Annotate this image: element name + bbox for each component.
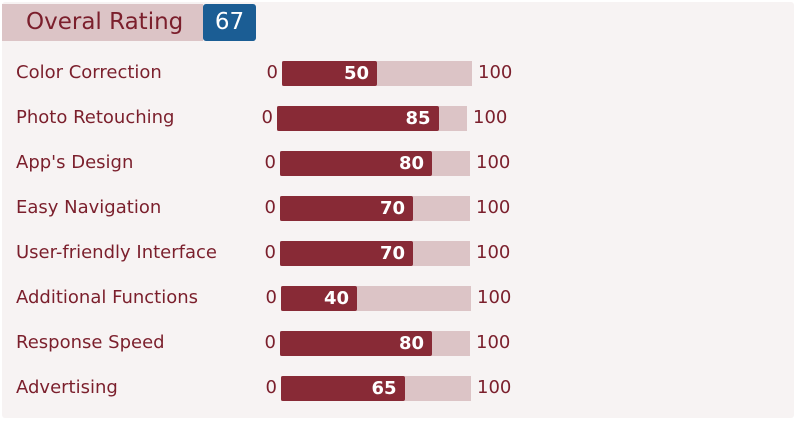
- rating-max: 100: [476, 152, 511, 173]
- rating-bar-fill: 70: [280, 241, 413, 266]
- rating-row-color-correction: Color Correction 0 50 100: [2, 60, 794, 86]
- rating-value: 80: [398, 153, 424, 174]
- rating-row-user-friendly-interface: User-friendly Interface 0 70 100: [2, 240, 794, 266]
- overall-rating-score-badge: 67: [203, 3, 256, 41]
- rating-bar-track: 50: [282, 61, 472, 86]
- rating-row-apps-design: App's Design 0 80 100: [2, 150, 794, 176]
- rating-row-easy-navigation: Easy Navigation 0 70 100: [2, 195, 794, 221]
- rating-min: 0: [265, 287, 277, 308]
- rating-label: Advertising: [16, 377, 118, 398]
- rating-min: 0: [264, 197, 276, 218]
- rating-bar-track: 70: [280, 196, 470, 221]
- rating-value: 70: [379, 198, 405, 219]
- rating-label: Color Correction: [16, 62, 162, 83]
- rating-bar-fill: 40: [281, 286, 357, 311]
- rating-row-advertising: Advertising 0 65 100: [2, 375, 794, 401]
- rating-row-photo-retouching: Photo Retouching 0 85 100: [2, 105, 794, 131]
- rating-value: 80: [398, 333, 424, 354]
- rating-max: 100: [478, 62, 513, 83]
- rating-bar-track: 70: [280, 241, 470, 266]
- overall-rating-title: Overal Rating: [2, 3, 203, 41]
- rating-label: App's Design: [16, 152, 134, 173]
- rating-max: 100: [476, 332, 511, 353]
- rating-row-response-speed: Response Speed 0 80 100: [2, 330, 794, 356]
- rating-min: 0: [261, 107, 273, 128]
- rating-bar-track: 65: [281, 376, 471, 401]
- rating-max: 100: [477, 377, 512, 398]
- rating-min: 0: [264, 332, 276, 353]
- rating-row-additional-functions: Additional Functions 0 40 100: [2, 285, 794, 311]
- rating-max: 100: [473, 107, 508, 128]
- rating-min: 0: [266, 62, 278, 83]
- rating-bar-track: 85: [277, 106, 467, 131]
- rating-label: Easy Navigation: [16, 197, 162, 218]
- overall-rating-header: Overal Rating 67: [2, 2, 256, 42]
- rating-min: 0: [264, 242, 276, 263]
- rating-bar-fill: 85: [277, 106, 439, 131]
- rating-max: 100: [476, 242, 511, 263]
- rating-max: 100: [476, 197, 511, 218]
- rating-max: 100: [477, 287, 512, 308]
- rating-value: 65: [371, 378, 397, 399]
- rating-value: 50: [343, 63, 369, 84]
- rating-label: User-friendly Interface: [16, 242, 217, 263]
- rating-bar-fill: 80: [280, 331, 432, 356]
- rating-bar-fill: 50: [282, 61, 377, 86]
- rating-bar-track: 40: [281, 286, 471, 311]
- rating-bar-track: 80: [280, 331, 470, 356]
- rating-value: 85: [405, 108, 431, 129]
- rating-bar-fill: 70: [280, 196, 413, 221]
- rating-label: Additional Functions: [16, 287, 199, 308]
- rating-label: Photo Retouching: [16, 107, 175, 128]
- rating-bar-fill: 80: [280, 151, 432, 176]
- rating-min: 0: [265, 377, 277, 398]
- rating-label: Response Speed: [16, 332, 165, 353]
- rating-min: 0: [264, 152, 276, 173]
- rating-value: 40: [323, 288, 349, 309]
- rating-value: 70: [379, 243, 405, 264]
- rating-bar-track: 80: [280, 151, 470, 176]
- rating-bar-fill: 65: [281, 376, 405, 401]
